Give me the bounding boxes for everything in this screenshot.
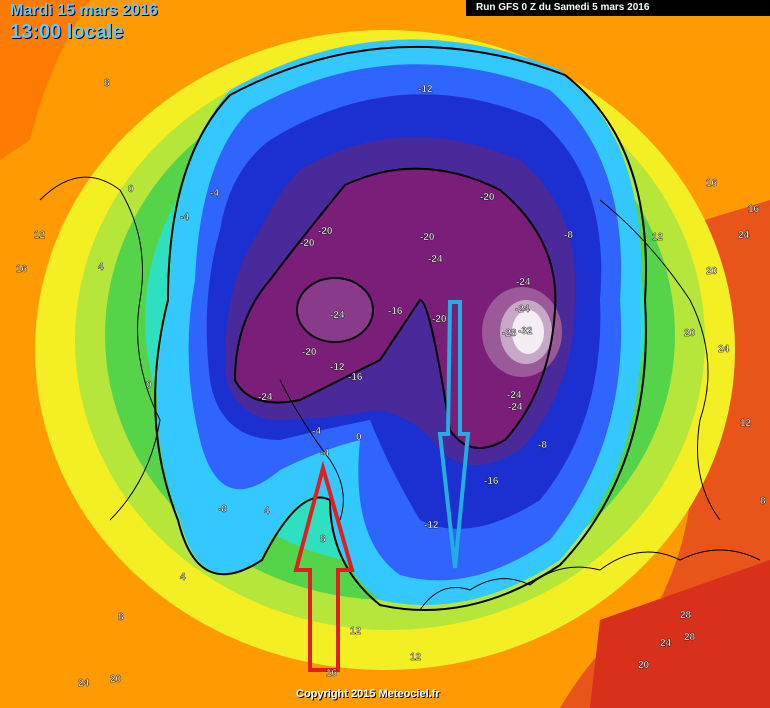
isotherm-label: -20: [432, 314, 447, 325]
isotherm-label: -20: [318, 226, 333, 237]
isotherm-label: -16: [484, 476, 499, 487]
isotherm-label: 8: [104, 78, 110, 89]
isotherm-label: 0: [146, 380, 152, 391]
isotherm-label: 0: [356, 432, 362, 443]
isotherm-label: 20: [638, 660, 650, 671]
isotherm-label: -12: [330, 362, 345, 373]
isotherm-label: -32: [518, 326, 533, 337]
forecast-time: 13:00 locale: [10, 21, 124, 43]
isotherm-label: -20: [300, 238, 315, 249]
isotherm-label: -24: [428, 254, 443, 265]
isotherm-label: 8: [760, 496, 766, 507]
isotherm-0: [154, 45, 647, 611]
isotherm-label: 16: [16, 264, 28, 275]
isotherm-label: 28: [684, 632, 696, 643]
isotherm-label: 0: [128, 184, 134, 195]
isotherm-label: 16: [706, 178, 718, 189]
isotherm-label: -4: [210, 188, 219, 199]
isotherm-label: 4: [98, 262, 104, 273]
isotherm-label: 16: [326, 668, 338, 679]
isotherm-label: -16: [388, 306, 403, 317]
isotherm-label: 12: [740, 418, 752, 429]
isotherm-label: -12: [424, 520, 439, 531]
isotherm-label: 28: [680, 610, 692, 621]
down-arrow-icon: [437, 300, 471, 569]
red-zone-west: [0, 0, 90, 160]
isotherm-label: 4: [180, 572, 186, 583]
coastline-america: [39, 176, 161, 521]
copyright-credit: Copyright 2015 Meteociel.fr: [296, 688, 440, 700]
isotherm-label: -20: [302, 347, 317, 358]
run-info: Run GFS 0 Z du Samedi 5 mars 2016: [466, 0, 770, 16]
cold-core-east-inner: [512, 310, 544, 354]
isotherm-label: 12: [410, 652, 422, 663]
isotherm-label: -8: [538, 440, 547, 451]
red-zone-southeast: [590, 560, 770, 708]
isotherm-label: 8: [320, 534, 326, 545]
isotherm-label: -24: [516, 277, 531, 288]
isotherm-label: 24: [78, 678, 90, 689]
isotherm-label: -28: [502, 328, 517, 339]
isotherm-label: -24: [258, 392, 273, 403]
coastline-asia: [599, 199, 721, 521]
coastline-europe: [419, 549, 761, 611]
forecast-date: Mardi 15 mars 2016: [10, 2, 158, 19]
isotherm-label: -20: [420, 232, 435, 243]
isotherm-label: -24: [507, 390, 522, 401]
isotherm-label: 24: [738, 230, 750, 241]
isotherm-label: -8: [564, 230, 573, 241]
isotherm-label: 16: [748, 204, 760, 215]
isotherm-label: 12: [34, 230, 46, 241]
isotherm-label: -24: [330, 310, 345, 321]
isotherm-label: -12: [418, 84, 433, 95]
coastline-greenland: [279, 379, 344, 521]
isotherm-label: 20: [706, 266, 718, 277]
isotherm-label: 20: [684, 328, 696, 339]
map-header: Mardi 15 mars 2016 13:00 locale: [10, 2, 158, 44]
isotherm-label: 12: [350, 626, 362, 637]
isotherm-label: 20: [110, 674, 122, 685]
magenta-cold-core: [235, 168, 556, 448]
isotherm-label: 8: [118, 612, 124, 623]
isotherm-minus-24: [233, 167, 557, 449]
isotherm-label: -4: [320, 448, 329, 459]
up-arrow-icon: [293, 460, 355, 672]
isotherm-label: -24: [508, 402, 523, 413]
isotherm-label: -8: [218, 504, 227, 515]
isotherm-label: -4: [312, 426, 321, 437]
isotherm-label: 12: [652, 232, 664, 243]
isotherm-label: 24: [660, 638, 672, 649]
isotherm-labels: -24-20-20-24-20-20-24-16-12-16-20-24-28-…: [16, 78, 766, 689]
isotherm-label: -20: [480, 192, 495, 203]
isotherm-label: -24: [515, 304, 530, 315]
isotherm-minus-24-west: [296, 277, 374, 343]
isotherm-label: 24: [718, 344, 730, 355]
isotherm-label: -4: [180, 212, 189, 223]
isotherm-label: -16: [348, 372, 363, 383]
cold-core-west: [297, 278, 373, 342]
isotherm-label: 4: [264, 506, 270, 517]
